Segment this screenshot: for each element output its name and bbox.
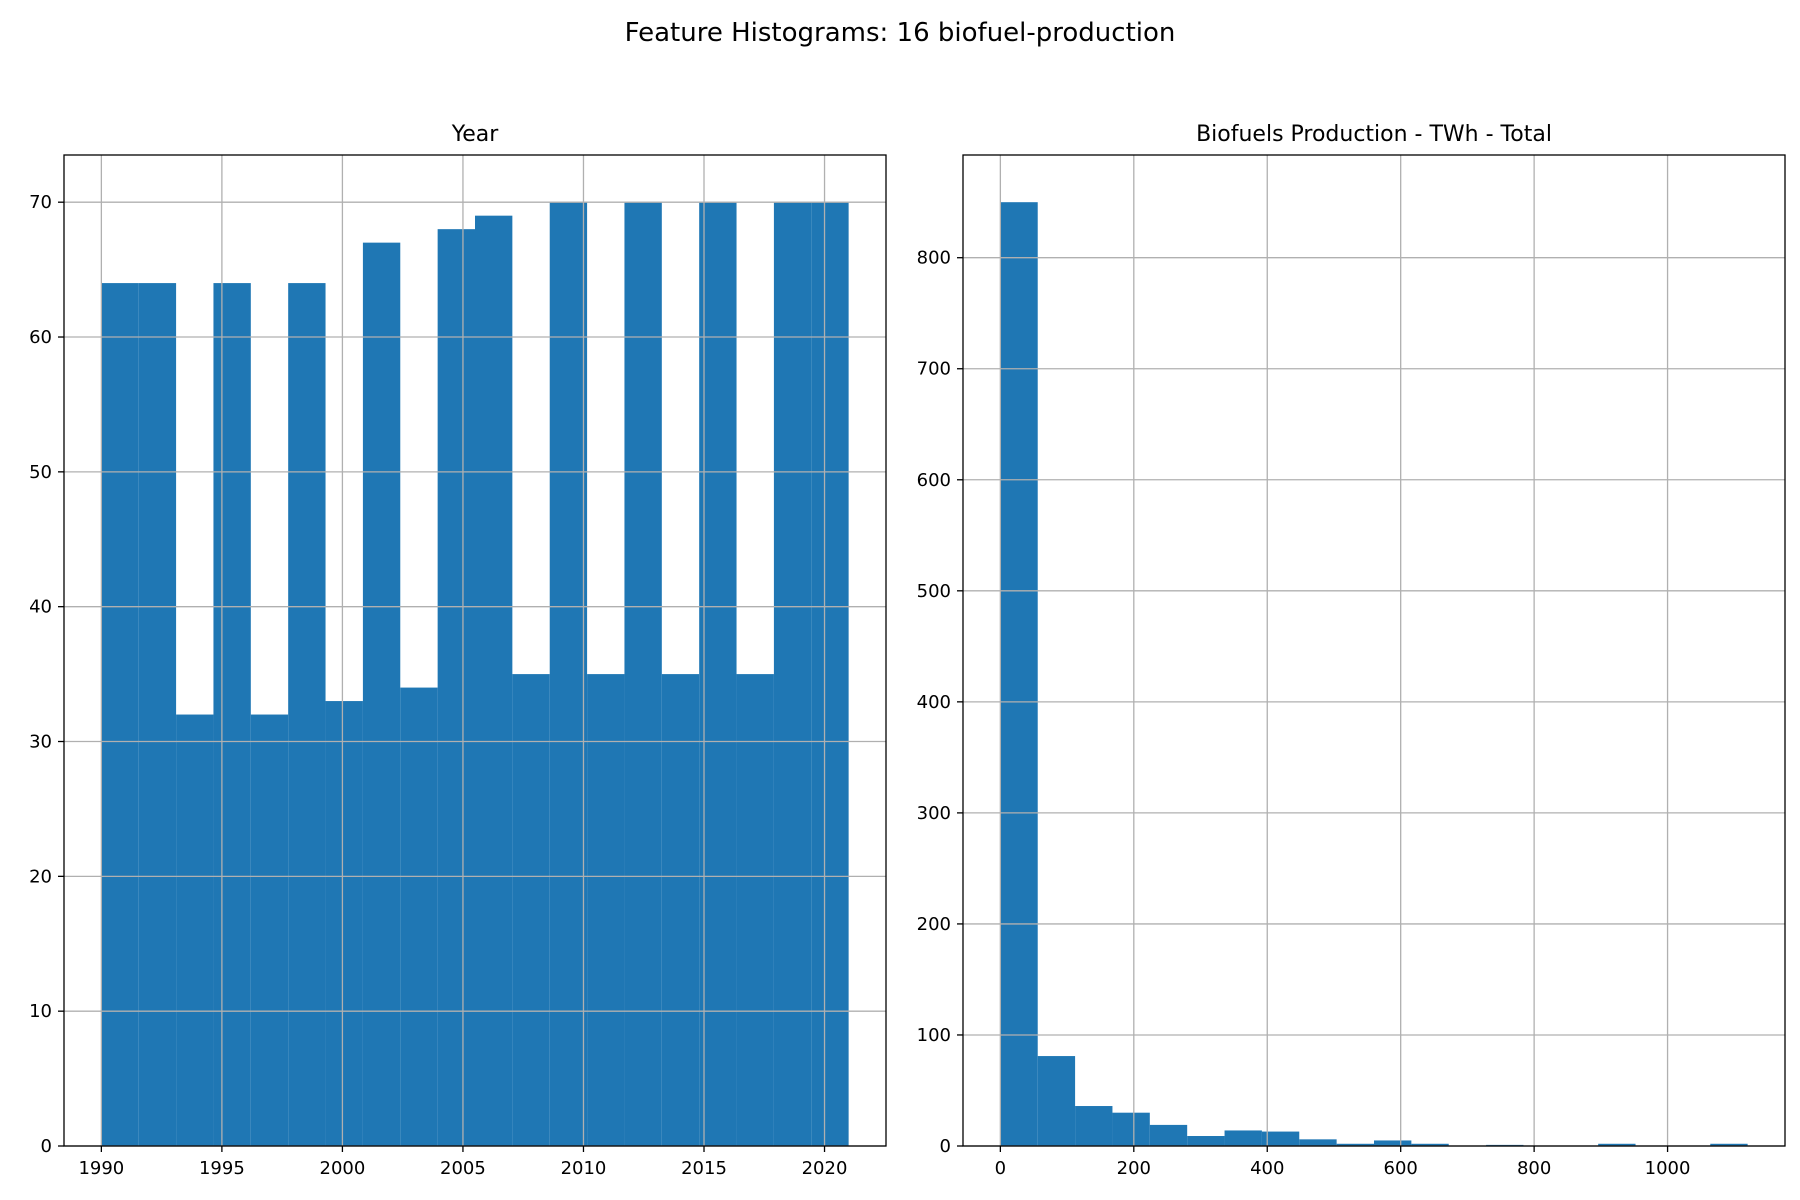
- x-tick-label: 400: [1250, 1158, 1284, 1179]
- y-tick-label: 10: [29, 1001, 52, 1022]
- histogram-bar: [176, 714, 214, 1146]
- x-tick-label: 200: [1117, 1158, 1151, 1179]
- y-tick-label: 300: [917, 803, 951, 824]
- y-tick-label: 100: [917, 1025, 951, 1046]
- y-tick-label: 70: [29, 192, 52, 213]
- x-tick-label: 0: [995, 1158, 1006, 1179]
- histogram-bar: [138, 283, 177, 1147]
- histogram-bar: [437, 229, 475, 1146]
- x-tick-label: 2020: [802, 1158, 848, 1179]
- axes-frame: [962, 154, 1786, 1147]
- subplot-title: Biofuels Production - TWh - Total: [1196, 122, 1552, 147]
- histogram-bar: [1224, 1130, 1262, 1146]
- histogram-bar: [1411, 1143, 1449, 1146]
- histogram-bar: [1000, 202, 1038, 1146]
- axes-frame: [63, 154, 887, 1147]
- y-tick-label: 40: [29, 597, 52, 618]
- histogram-bar: [475, 215, 513, 1147]
- histogram-bar: [400, 687, 438, 1146]
- histogram-bar: [736, 674, 774, 1146]
- histogram-bar: [1336, 1143, 1374, 1146]
- x-tick-label: 1990: [78, 1158, 124, 1179]
- y-tick-label: 60: [29, 327, 52, 348]
- y-tick-label: 0: [41, 1136, 52, 1157]
- y-tick-label: 200: [917, 914, 951, 935]
- x-tick-label: 2015: [681, 1158, 727, 1179]
- histogram-bar: [213, 283, 251, 1147]
- y-tick-label: 600: [917, 470, 951, 491]
- histogram-bar: [1299, 1139, 1337, 1146]
- histogram-bar: [288, 283, 326, 1147]
- y-tick-label: 400: [917, 692, 951, 713]
- y-tick-label: 700: [917, 359, 951, 380]
- histogram-bar: [101, 283, 139, 1147]
- histogram-bar: [1710, 1143, 1748, 1146]
- histogram-bar: [1187, 1136, 1225, 1146]
- histogram-bar: [1037, 1056, 1076, 1146]
- y-tick-label: 20: [29, 866, 52, 887]
- histogram-bar: [1374, 1140, 1412, 1146]
- x-tick-label: 800: [1517, 1158, 1551, 1179]
- histogram-bar: [661, 674, 700, 1146]
- histogram-bar: [1598, 1143, 1636, 1146]
- histogram-bar: [1149, 1124, 1188, 1146]
- histogram-2: 0 200 400 600 800 1000 0 100 200 300 400 500 600 700 8…: [917, 122, 1786, 1179]
- histogram-1: 1990 1995 2000 2005 2010 2015 2020 0 10 20 30 40 50 6…: [29, 122, 887, 1179]
- x-tick-label: 2010: [561, 1158, 607, 1179]
- histogram-bar: [325, 701, 363, 1146]
- x-tick-label: 1995: [199, 1158, 245, 1179]
- subplot-title: Year: [451, 122, 500, 147]
- histogram-bar: [512, 674, 550, 1146]
- histogram-bar: [811, 202, 849, 1146]
- y-tick-label: 30: [29, 732, 52, 753]
- y-tick-label: 50: [29, 462, 52, 483]
- x-tick-label: 2000: [320, 1158, 366, 1179]
- histogram-bar: [773, 202, 812, 1146]
- x-tick-label: 1000: [1645, 1158, 1691, 1179]
- histogram-bar: [699, 202, 737, 1146]
- histogram-bar: [549, 202, 588, 1146]
- histogram-bar: [1261, 1131, 1300, 1146]
- histogram-bar: [1075, 1106, 1113, 1146]
- histogram-bar: [587, 674, 625, 1146]
- histogram-bar: [1112, 1112, 1150, 1146]
- histogram-bar: [624, 202, 662, 1146]
- histogram-bar: [362, 242, 401, 1146]
- y-tick-label: 800: [917, 248, 951, 269]
- y-tick-label: 500: [917, 581, 951, 602]
- x-tick-label: 2005: [440, 1158, 486, 1179]
- y-tick-label: 0: [940, 1136, 951, 1157]
- histogram-bar: [250, 714, 289, 1146]
- figure-title: Feature Histograms: 16 biofuel-productio…: [624, 18, 1176, 48]
- x-tick-label: 600: [1384, 1158, 1418, 1179]
